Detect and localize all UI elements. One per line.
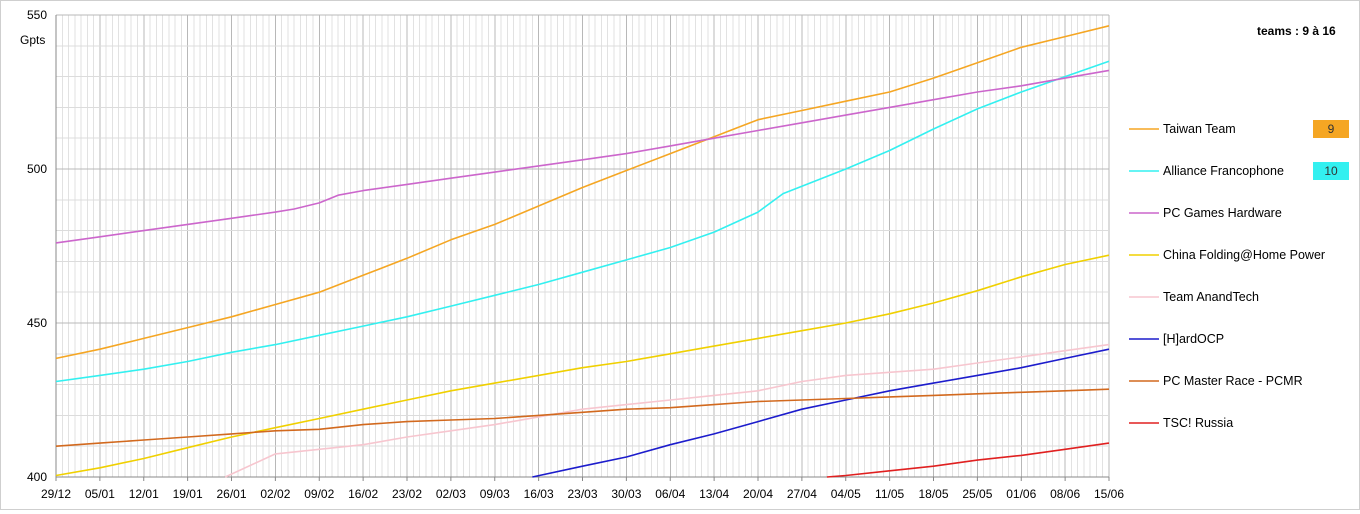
- x-tick-label: 16/02: [348, 487, 378, 501]
- legend-label: PC Games Hardware: [1163, 206, 1282, 220]
- x-tick-label: 08/06: [1050, 487, 1080, 501]
- x-tick-label: 23/02: [392, 487, 422, 501]
- x-tick-label: 26/01: [216, 487, 246, 501]
- x-tick-label: 02/03: [436, 487, 466, 501]
- legend-label: Team AnandTech: [1163, 290, 1259, 304]
- rank-badge: [1313, 120, 1349, 138]
- legend-label: Taiwan Team: [1163, 122, 1236, 136]
- y-axis-ticks: 400 450 500 550: [27, 8, 47, 484]
- legend-label: PC Master Race - PCMR: [1163, 374, 1303, 388]
- x-tick-label: 04/05: [831, 487, 861, 501]
- x-tick-label: 09/02: [304, 487, 334, 501]
- series-line: [55, 25, 1110, 360]
- y-tick-label: 550: [27, 8, 47, 22]
- rank-badge-label: 9: [1328, 122, 1335, 136]
- series-line: [826, 442, 1110, 478]
- legend: Taiwan Team 9 Alliance Francophone 10 PC Gam…: [1129, 120, 1349, 430]
- series-line: [224, 343, 1110, 478]
- y-axis-label: Gpts: [20, 33, 45, 47]
- legend-label: Alliance Francophone: [1163, 164, 1284, 178]
- rank-badge: [1313, 162, 1349, 180]
- x-tick-label: 01/06: [1006, 487, 1036, 501]
- x-tick-label: 23/03: [567, 487, 597, 501]
- series-lines: [55, 25, 1110, 478]
- series-line: [55, 388, 1110, 447]
- x-tick-label: 13/04: [699, 487, 729, 501]
- y-tick-label: 450: [27, 316, 47, 330]
- series-line: [55, 60, 1110, 383]
- legend-label: China Folding@Home Power: [1163, 248, 1325, 262]
- series-line: [55, 69, 1110, 244]
- x-tick-label: 15/06: [1094, 487, 1124, 501]
- grid-lines: [55, 14, 1110, 478]
- x-tick-label: 18/05: [918, 487, 948, 501]
- x-tick-label: 02/02: [260, 487, 290, 501]
- y-tick-label: 400: [27, 470, 47, 484]
- x-tick-label: 12/01: [129, 487, 159, 501]
- y-tick-label: 500: [27, 162, 47, 176]
- x-tick-label: 05/01: [85, 487, 115, 501]
- legend-label: TSC! Russia: [1163, 416, 1233, 430]
- x-tick-label: 27/04: [787, 487, 817, 501]
- x-tick-label: 30/03: [611, 487, 641, 501]
- legend-label: [H]ardOCP: [1163, 332, 1224, 346]
- x-tick-label: 25/05: [962, 487, 992, 501]
- x-tick-label: 06/04: [655, 487, 685, 501]
- series-line: [55, 254, 1110, 477]
- x-tick-label: 19/01: [173, 487, 203, 501]
- x-tick-label: 09/03: [480, 487, 510, 501]
- x-tick-label: 20/04: [743, 487, 773, 501]
- rank-badge-label: 10: [1324, 164, 1338, 178]
- teams-range-header: teams : 9 à 16: [1257, 24, 1336, 38]
- x-tick-label: 29/12: [41, 487, 71, 501]
- x-tick-label: 11/05: [875, 487, 904, 501]
- x-axis-ticks: 29/12 05/01 12/01 19/01 26/01 02/02 09/02 16/02…: [41, 477, 1124, 501]
- series-line: [532, 348, 1110, 478]
- x-tick-label: 16/03: [524, 487, 554, 501]
